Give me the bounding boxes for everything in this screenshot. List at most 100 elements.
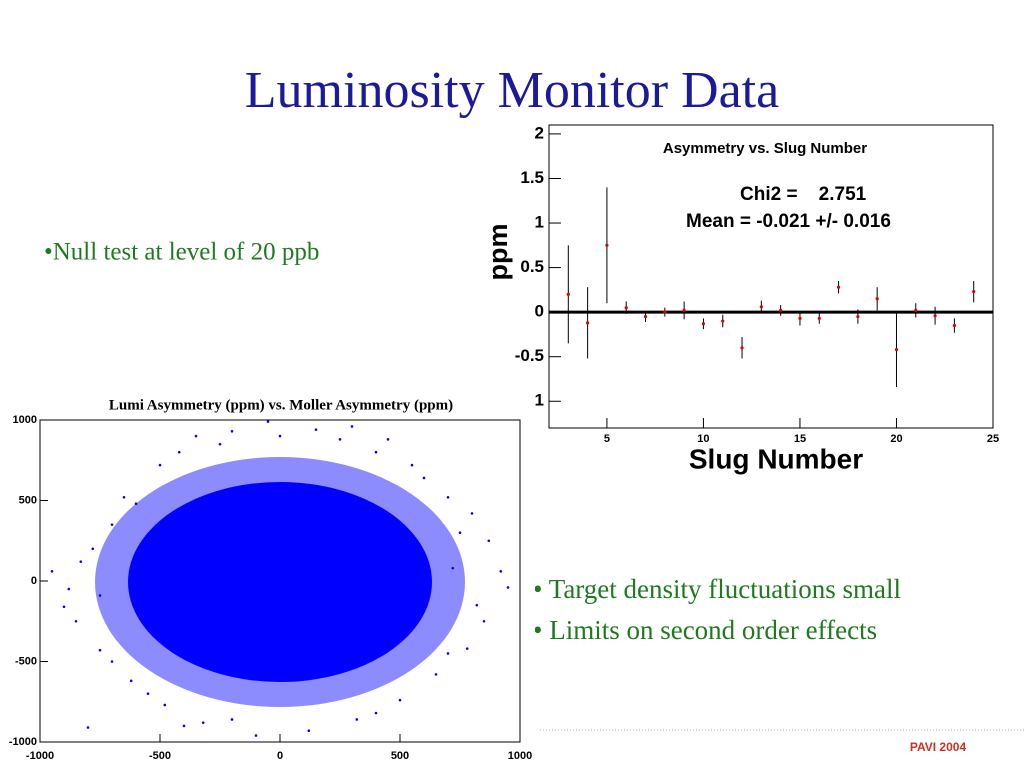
x-tick-label: -1000	[26, 750, 54, 762]
point	[67, 587, 71, 591]
point	[91, 547, 95, 551]
point	[643, 315, 648, 319]
point	[62, 605, 66, 609]
point-cloud-core	[128, 482, 432, 682]
x-tick-label: 5	[604, 433, 610, 445]
point	[338, 438, 342, 441]
point	[129, 679, 133, 683]
point	[122, 495, 126, 499]
annotation: Mean = -0.021 +/- 0.016	[686, 211, 891, 232]
y-tick-label: -500	[15, 655, 37, 667]
slide-title: Luminosity Monitor Data	[245, 62, 779, 119]
chart-title: Lumi Asymmetry (ppm) vs. Moller Asymmetr…	[109, 397, 453, 413]
point	[914, 308, 918, 312]
point	[355, 718, 359, 721]
point	[446, 652, 450, 655]
point	[266, 420, 270, 423]
x-tick-label: 1000	[508, 750, 532, 762]
point	[605, 243, 609, 247]
x-tick-label: 25	[987, 433, 999, 445]
point	[79, 560, 83, 563]
y-tick-label: 500	[19, 494, 37, 506]
y-axis-label: ppm	[483, 224, 513, 281]
point	[506, 586, 510, 589]
point	[177, 450, 181, 454]
point	[663, 310, 667, 314]
point	[146, 692, 150, 695]
point	[875, 297, 879, 301]
point	[624, 306, 628, 310]
point	[952, 323, 956, 328]
point	[487, 539, 491, 543]
point	[458, 531, 462, 534]
point	[134, 502, 138, 506]
point	[759, 305, 763, 309]
point	[836, 285, 841, 289]
chart-title: Asymmetry vs. Slug Number	[663, 140, 867, 157]
point	[740, 346, 744, 350]
point	[182, 724, 186, 728]
point	[278, 434, 282, 438]
bullet: • Limits on second order effects	[533, 615, 877, 645]
y-tick-label: 1000	[13, 414, 37, 426]
point	[386, 438, 390, 441]
point	[86, 726, 90, 729]
x-tick-label: 500	[391, 750, 409, 762]
point	[201, 721, 205, 724]
point	[470, 512, 474, 515]
point	[434, 673, 438, 676]
bullet: •Null test at level of 20 ppb	[44, 239, 319, 266]
x-axis-label: Slug Number	[689, 443, 863, 474]
point	[933, 314, 937, 318]
point	[451, 566, 455, 570]
point	[465, 647, 469, 650]
x-tick-label: 15	[794, 433, 806, 445]
point	[50, 570, 54, 573]
point	[194, 434, 198, 438]
annotation: Chi2 = 2.751	[740, 184, 867, 205]
y-tick-label: 1.5	[520, 168, 544, 187]
point	[972, 290, 976, 294]
y-tick-label: 1	[535, 213, 544, 232]
footer: PAVI 2004	[910, 740, 967, 754]
point	[475, 603, 479, 607]
point	[779, 308, 783, 312]
point	[374, 711, 378, 715]
y-tick-label: 0	[31, 575, 37, 587]
point	[110, 660, 114, 663]
point	[682, 308, 686, 312]
point	[98, 648, 102, 652]
y-tick-label: 2	[535, 123, 544, 142]
x-tick-label: 20	[890, 433, 902, 445]
point	[482, 619, 486, 623]
point	[499, 570, 503, 573]
x-tick-label: 10	[697, 433, 709, 445]
point	[798, 316, 802, 320]
point	[218, 442, 222, 446]
y-tick-label: -0.5	[515, 346, 544, 365]
point	[566, 292, 570, 296]
point	[398, 698, 402, 702]
y-tick-label: -1000	[9, 736, 37, 748]
point	[422, 476, 426, 480]
point	[894, 347, 899, 352]
point	[254, 734, 258, 737]
point	[701, 322, 706, 326]
point	[410, 463, 414, 467]
y-tick-label: 0	[535, 302, 544, 321]
point	[230, 718, 234, 721]
point	[98, 594, 102, 597]
point	[586, 321, 590, 325]
point	[721, 319, 725, 323]
point	[230, 429, 234, 433]
y-tick-label: 0.5	[520, 257, 544, 276]
bullet: • Target density fluctuations small	[533, 574, 901, 604]
point	[374, 450, 378, 454]
point	[817, 316, 821, 320]
point	[110, 523, 114, 526]
point	[163, 703, 167, 707]
point	[446, 495, 450, 499]
point	[314, 428, 318, 431]
x-tick-label: -500	[149, 750, 171, 762]
